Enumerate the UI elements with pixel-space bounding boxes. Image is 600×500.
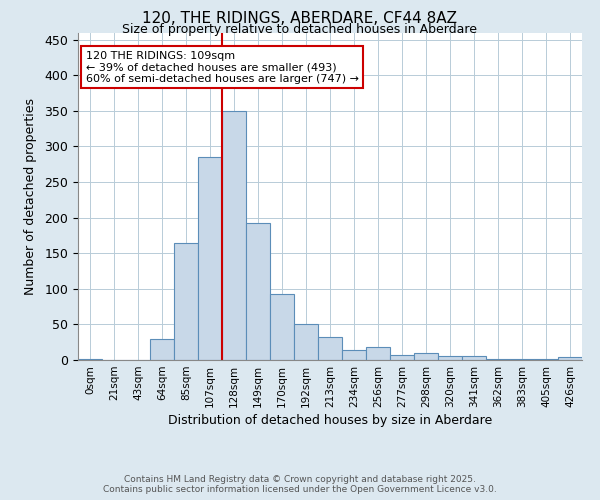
Bar (342, 350, 366, 360)
Text: 120 THE RIDINGS: 109sqm
← 39% of detached houses are smaller (493)
60% of semi-d: 120 THE RIDINGS: 109sqm ← 39% of detache… (86, 50, 359, 84)
Bar (462, 356, 486, 360)
Y-axis label: Number of detached properties: Number of detached properties (25, 98, 37, 294)
Bar (294, 324, 318, 360)
Bar (558, 357, 582, 360)
Bar (198, 157, 222, 360)
Bar (78, 358, 102, 360)
Bar (390, 355, 414, 360)
Text: 120, THE RIDINGS, ABERDARE, CF44 8AZ: 120, THE RIDINGS, ABERDARE, CF44 8AZ (143, 11, 458, 26)
Bar (414, 353, 438, 360)
Text: Contains HM Land Registry data © Crown copyright and database right 2025.
Contai: Contains HM Land Registry data © Crown c… (103, 474, 497, 494)
Bar (174, 242, 198, 360)
Bar (366, 347, 390, 360)
Bar (270, 294, 294, 360)
Text: Size of property relative to detached houses in Aberdare: Size of property relative to detached ho… (122, 24, 478, 36)
Bar (246, 222, 270, 360)
X-axis label: Distribution of detached houses by size in Aberdare: Distribution of detached houses by size … (168, 414, 492, 427)
Bar (438, 356, 462, 360)
Bar (222, 111, 246, 360)
Bar (486, 358, 510, 360)
Bar (318, 337, 342, 360)
Bar (150, 338, 174, 360)
